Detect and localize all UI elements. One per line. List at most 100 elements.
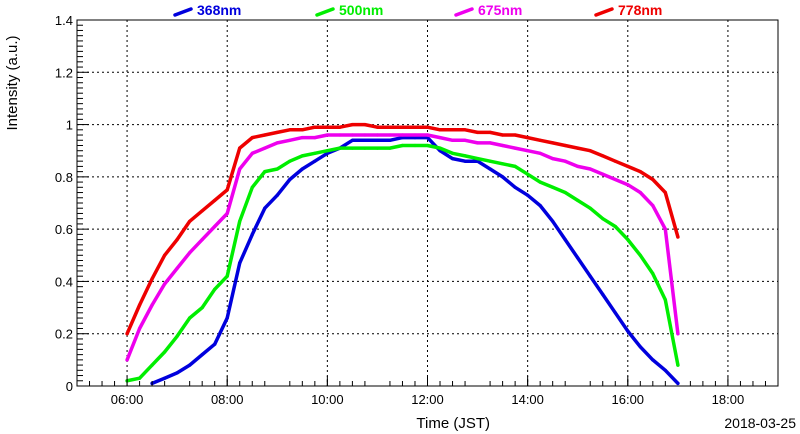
data-point (363, 146, 367, 150)
data-point (425, 125, 430, 129)
data-point (551, 157, 555, 161)
data-point (150, 277, 154, 281)
data-point (576, 146, 580, 150)
data-point (400, 143, 405, 148)
legend: 368nm 500nm 675nm 778nm (173, 2, 662, 18)
data-point (588, 167, 592, 171)
x-axis-label: Time (JST) (416, 415, 490, 432)
data-point (400, 125, 405, 129)
data-point (300, 167, 304, 171)
data-point (313, 136, 317, 140)
data-point (363, 138, 367, 142)
data-point (563, 190, 567, 195)
y-axis-label: Intensity (a.u.) (4, 35, 21, 130)
data-point (175, 371, 179, 375)
data-point (325, 149, 329, 153)
data-point (638, 190, 642, 195)
data-point (576, 164, 580, 168)
data-point (638, 170, 642, 174)
data-point (313, 151, 317, 155)
data-point (676, 381, 680, 385)
data-point (450, 157, 455, 161)
data-point (388, 138, 392, 142)
data-point (250, 136, 254, 140)
data-point (200, 306, 204, 310)
data-point (188, 219, 192, 223)
legend-label-500nm: 500nm (339, 2, 383, 18)
y-tick-label: 1.2 (55, 65, 73, 80)
data-point (626, 183, 630, 187)
data-point (413, 133, 417, 137)
data-point (388, 146, 392, 150)
data-point (651, 272, 655, 276)
data-point (338, 146, 342, 150)
data-point (413, 136, 417, 140)
data-point (438, 136, 442, 140)
data-point (563, 238, 567, 242)
data-point (150, 303, 154, 307)
data-point (288, 159, 292, 163)
data-point (225, 188, 229, 192)
data-point (513, 185, 517, 189)
data-point (450, 138, 455, 142)
data-point (138, 376, 142, 380)
data-point (325, 133, 329, 137)
data-point (526, 193, 530, 197)
data-point (200, 238, 204, 242)
data-point (163, 376, 167, 380)
data-point (463, 138, 467, 142)
x-tick-label: 16:00 (612, 392, 645, 407)
data-point (551, 219, 555, 223)
data-point (651, 358, 655, 362)
data-point (538, 180, 542, 184)
data-point (463, 159, 467, 163)
data-point (563, 159, 567, 163)
data-point (425, 133, 430, 137)
legend-label-368nm: 368nm (197, 2, 241, 18)
data-point (238, 146, 242, 150)
data-point (350, 138, 354, 142)
data-point (313, 125, 317, 129)
series-layer (125, 122, 680, 386)
data-point (188, 316, 192, 320)
data-point (463, 128, 467, 132)
data-point (150, 363, 154, 367)
data-point (450, 128, 455, 132)
data-point (213, 342, 217, 346)
data-point (350, 133, 354, 137)
data-point (288, 138, 292, 142)
data-point (488, 167, 492, 171)
data-point (613, 177, 617, 182)
data-point (263, 133, 267, 137)
series-line-675nm (125, 133, 680, 362)
data-point (626, 329, 630, 333)
data-point (188, 251, 192, 255)
data-point (638, 345, 642, 349)
data-point (213, 287, 217, 291)
data-point (663, 298, 667, 302)
data-point (300, 136, 304, 140)
data-point (601, 292, 605, 297)
data-point (513, 146, 517, 150)
date-label: 2018-03-25 (724, 415, 796, 431)
data-point (400, 133, 405, 137)
data-point (676, 332, 680, 336)
data-point (250, 151, 254, 155)
data-point (513, 133, 517, 137)
legend-swatch-778nm (594, 7, 614, 17)
data-point (163, 282, 167, 286)
data-point (588, 274, 592, 278)
data-point (375, 125, 379, 129)
data-point (200, 353, 204, 357)
y-tick-label: 0.4 (55, 274, 73, 289)
data-point (425, 143, 430, 148)
data-point (501, 175, 505, 179)
data-point (501, 143, 505, 148)
x-tick-label: 14:00 (511, 392, 544, 407)
data-point (613, 311, 617, 315)
data-point (225, 274, 229, 278)
data-point (175, 266, 179, 270)
data-point (263, 146, 267, 150)
data-point (138, 303, 142, 307)
